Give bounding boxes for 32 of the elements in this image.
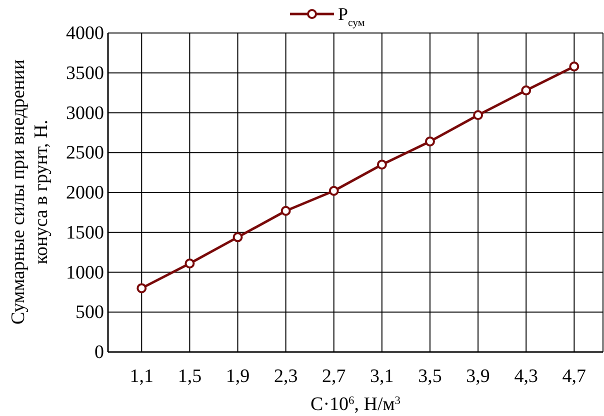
point [184,258,195,268]
point [376,160,387,170]
x-tick-label: 4,7 [562,366,586,387]
x-tick-label: 1,5 [178,366,202,387]
point [473,110,484,120]
y-tick-label: 1500 [66,222,104,244]
point [521,85,532,96]
x-tick-label: 2,7 [322,366,346,387]
x-tick-label: 4,3 [514,366,538,387]
point [232,232,243,242]
y-tick-label: 3000 [66,102,104,124]
y-tick-label: 1000 [66,262,104,284]
point [280,206,291,216]
x-tick-label: 1,9 [226,366,250,387]
x-tick-label: 1,1 [130,366,154,387]
y-tick-label: 500 [76,302,104,324]
point [136,283,147,294]
y-tick-label: 0 [94,342,104,364]
x-tick-label: 3,5 [418,366,442,387]
x-axis-title: C·10$^{6}$, Н/м$^{3}$ [310,394,401,415]
y-axis-title: Суммарные силы при внедрении конуса в грунт, Н. [8,59,52,325]
x-tick-label: 3,9 [466,366,490,387]
x-tick-label: 2,3 [274,366,298,387]
y-tick-label: 4000 [66,23,104,44]
point [328,186,339,196]
x-tick-label: 3,1 [370,366,394,387]
y-tick-label: 3500 [66,62,104,84]
point [569,62,580,72]
legend-label: P$_{сум}$ [338,4,365,29]
y-tick-label: 2500 [66,142,104,164]
point [425,136,435,146]
y-tick-label: 2000 [66,182,104,204]
